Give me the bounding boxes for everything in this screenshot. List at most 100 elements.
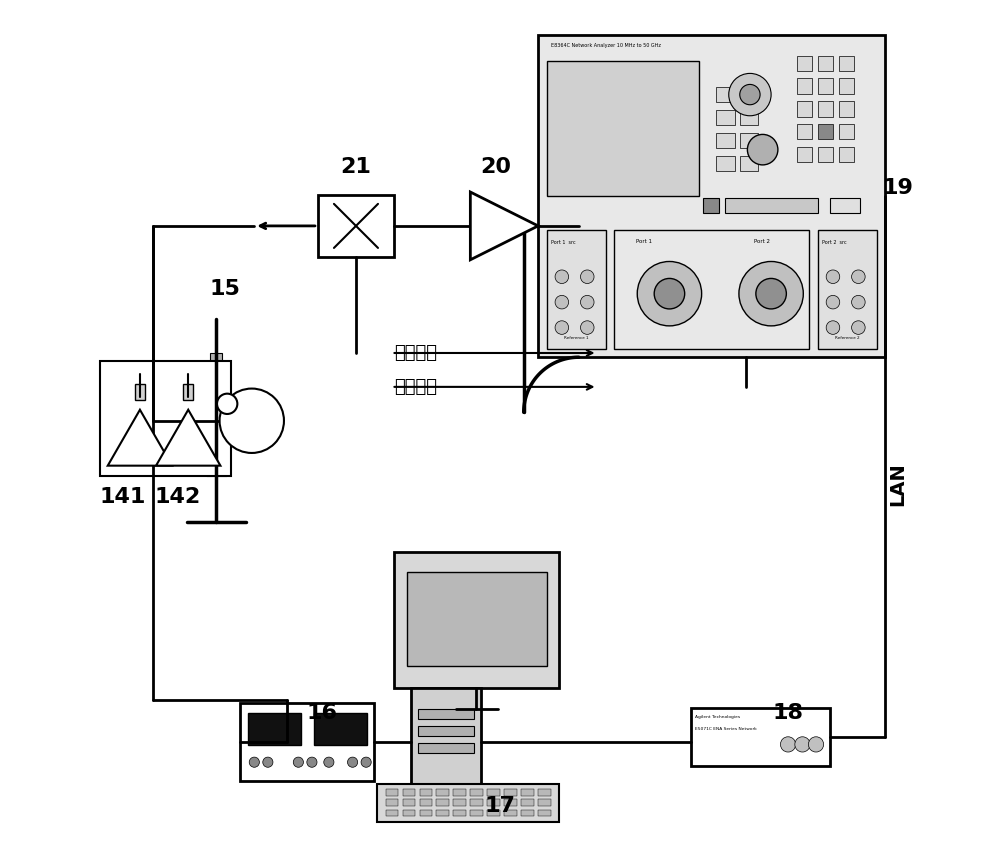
FancyBboxPatch shape xyxy=(318,195,394,258)
Circle shape xyxy=(654,279,685,309)
FancyBboxPatch shape xyxy=(716,133,735,148)
FancyBboxPatch shape xyxy=(504,790,517,796)
FancyBboxPatch shape xyxy=(243,411,267,431)
FancyBboxPatch shape xyxy=(703,198,719,213)
FancyBboxPatch shape xyxy=(818,124,833,139)
Circle shape xyxy=(780,737,796,752)
FancyBboxPatch shape xyxy=(839,55,854,71)
FancyBboxPatch shape xyxy=(386,800,398,807)
FancyBboxPatch shape xyxy=(716,87,735,102)
FancyBboxPatch shape xyxy=(453,810,466,816)
Circle shape xyxy=(637,262,702,326)
FancyBboxPatch shape xyxy=(504,810,517,816)
Text: Port 1: Port 1 xyxy=(636,239,652,244)
FancyBboxPatch shape xyxy=(386,810,398,816)
Circle shape xyxy=(852,320,865,334)
FancyBboxPatch shape xyxy=(521,790,534,796)
Circle shape xyxy=(747,134,778,165)
FancyBboxPatch shape xyxy=(418,709,474,719)
Text: Port 1  src: Port 1 src xyxy=(551,241,575,246)
Circle shape xyxy=(555,320,569,334)
FancyBboxPatch shape xyxy=(487,800,500,807)
FancyBboxPatch shape xyxy=(377,785,559,821)
FancyBboxPatch shape xyxy=(407,571,547,666)
Text: LAN: LAN xyxy=(889,462,908,507)
FancyBboxPatch shape xyxy=(487,810,500,816)
FancyBboxPatch shape xyxy=(725,198,818,213)
FancyBboxPatch shape xyxy=(418,726,474,736)
Text: 19: 19 xyxy=(883,178,914,198)
FancyBboxPatch shape xyxy=(418,743,474,753)
FancyBboxPatch shape xyxy=(839,124,854,139)
Text: Reference 2: Reference 2 xyxy=(835,337,860,340)
FancyBboxPatch shape xyxy=(797,101,812,116)
Text: 参考信号: 参考信号 xyxy=(394,344,437,362)
Circle shape xyxy=(263,757,273,768)
Circle shape xyxy=(739,262,803,326)
FancyBboxPatch shape xyxy=(538,36,885,357)
FancyBboxPatch shape xyxy=(740,110,758,125)
FancyBboxPatch shape xyxy=(436,790,449,796)
FancyBboxPatch shape xyxy=(403,810,415,816)
FancyBboxPatch shape xyxy=(839,101,854,116)
FancyBboxPatch shape xyxy=(839,147,854,162)
FancyBboxPatch shape xyxy=(436,800,449,807)
Text: Agilent Technologies: Agilent Technologies xyxy=(695,715,740,719)
FancyBboxPatch shape xyxy=(547,60,699,196)
Text: 21: 21 xyxy=(341,156,371,177)
FancyBboxPatch shape xyxy=(470,800,483,807)
FancyBboxPatch shape xyxy=(839,78,854,94)
FancyBboxPatch shape xyxy=(740,133,758,148)
FancyBboxPatch shape xyxy=(436,810,449,816)
Circle shape xyxy=(293,757,303,768)
FancyBboxPatch shape xyxy=(210,353,222,361)
FancyBboxPatch shape xyxy=(797,78,812,94)
Text: 142: 142 xyxy=(155,487,201,507)
Circle shape xyxy=(808,737,824,752)
FancyBboxPatch shape xyxy=(470,790,483,796)
FancyBboxPatch shape xyxy=(716,110,735,125)
FancyBboxPatch shape xyxy=(394,552,559,688)
FancyBboxPatch shape xyxy=(504,800,517,807)
Text: 17: 17 xyxy=(485,796,516,816)
FancyBboxPatch shape xyxy=(403,800,415,807)
Text: Port 2: Port 2 xyxy=(754,239,770,244)
FancyBboxPatch shape xyxy=(547,230,606,348)
Circle shape xyxy=(740,84,760,105)
FancyBboxPatch shape xyxy=(100,361,231,476)
FancyBboxPatch shape xyxy=(818,147,833,162)
Circle shape xyxy=(555,270,569,284)
FancyBboxPatch shape xyxy=(797,147,812,162)
Circle shape xyxy=(249,757,259,768)
Circle shape xyxy=(729,73,771,116)
FancyBboxPatch shape xyxy=(818,55,833,71)
Circle shape xyxy=(852,270,865,284)
FancyBboxPatch shape xyxy=(538,800,551,807)
Circle shape xyxy=(348,757,358,768)
FancyBboxPatch shape xyxy=(210,367,222,376)
FancyBboxPatch shape xyxy=(258,405,270,436)
Text: 测试信号: 测试信号 xyxy=(394,378,437,396)
FancyBboxPatch shape xyxy=(420,800,432,807)
Circle shape xyxy=(361,757,371,768)
FancyBboxPatch shape xyxy=(716,156,735,171)
FancyBboxPatch shape xyxy=(208,370,226,476)
FancyBboxPatch shape xyxy=(740,156,758,171)
Circle shape xyxy=(220,388,284,453)
FancyBboxPatch shape xyxy=(248,713,301,745)
Text: E8364C Network Analyzer 10 MHz to 50 GHz: E8364C Network Analyzer 10 MHz to 50 GHz xyxy=(551,43,661,48)
FancyBboxPatch shape xyxy=(386,790,398,796)
FancyBboxPatch shape xyxy=(740,87,758,102)
FancyBboxPatch shape xyxy=(420,790,432,796)
Polygon shape xyxy=(108,410,172,466)
FancyBboxPatch shape xyxy=(797,124,812,139)
Circle shape xyxy=(307,757,317,768)
Text: Reference 1: Reference 1 xyxy=(564,337,589,340)
Text: Port 2  src: Port 2 src xyxy=(822,241,847,246)
Circle shape xyxy=(555,295,569,309)
FancyBboxPatch shape xyxy=(453,800,466,807)
FancyBboxPatch shape xyxy=(314,713,367,745)
FancyBboxPatch shape xyxy=(135,384,145,399)
FancyBboxPatch shape xyxy=(240,703,374,781)
FancyBboxPatch shape xyxy=(210,381,222,389)
